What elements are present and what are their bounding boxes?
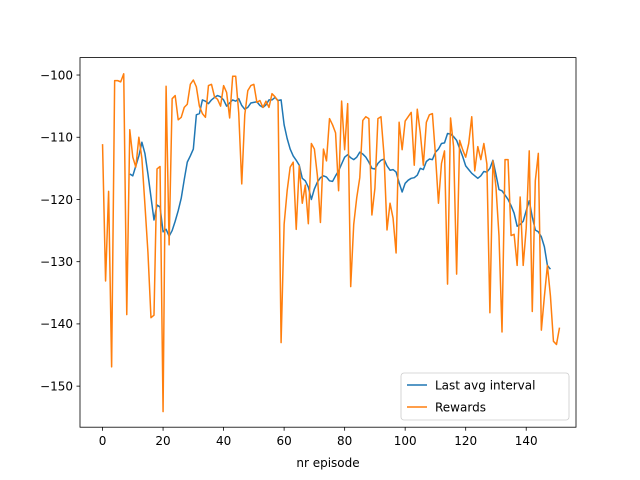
x-tick-label: 60 [276,434,291,448]
x-tick-label: 80 [337,434,352,448]
y-axis-ticks: −150 −140 −130 −120 −110 −100 [40,68,80,393]
y-tick-label: −120 [40,193,73,207]
y-tick-label: −100 [40,68,73,82]
y-tick-label: −110 [40,131,73,145]
x-axis-ticks: 0 20 40 60 80 100 120 140 [99,427,538,448]
plot-frame [79,57,577,428]
legend-box [400,372,570,421]
x-tick-label: 120 [454,434,477,448]
x-tick-label: 140 [515,434,538,448]
x-tick-label: 20 [155,434,170,448]
x-tick-label: 100 [394,434,417,448]
series-line-rewards [101,73,561,413]
x-tick-label: 40 [216,434,231,448]
y-tick-label: −140 [40,317,73,331]
legend-label-last-avg-interval: Last avg interval [435,379,535,393]
plot-background [80,57,576,428]
legend: Last avg interval Rewards [400,372,570,421]
legend-label-rewards: Rewards [435,401,486,415]
x-tick-label: 0 [99,434,107,448]
y-tick-label: −130 [40,255,73,269]
series-layer [101,73,561,413]
y-tick-label: −150 [40,379,73,393]
x-axis-label: nr episode [296,456,359,470]
